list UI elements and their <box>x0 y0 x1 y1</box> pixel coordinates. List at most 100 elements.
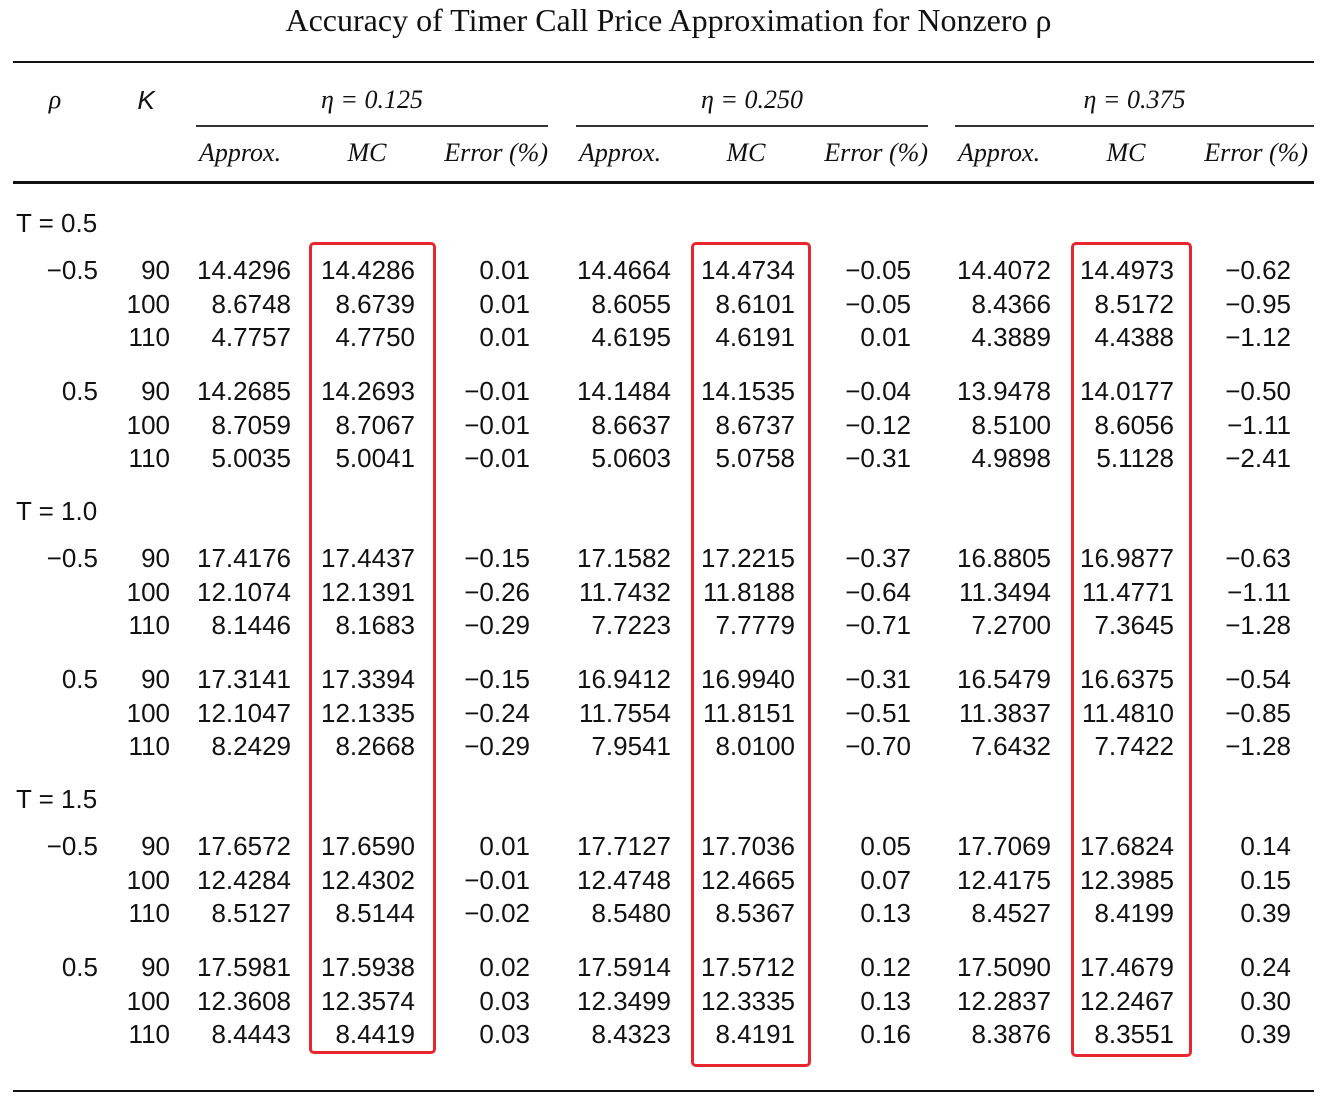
header-approx: Approx. <box>579 138 662 167</box>
header-rule <box>13 181 1314 184</box>
cell-mc: 8.5172 <box>1094 288 1174 319</box>
cell-approx: 4.9898 <box>971 443 1051 473</box>
cell-approx: 5.0603 <box>591 443 671 473</box>
section-label: T = 1.5 <box>16 784 98 814</box>
header-error: Error (%) <box>1204 138 1308 167</box>
strike-k: 110 <box>128 322 170 352</box>
cell-error: −0.29 <box>464 610 530 640</box>
cell-mc: 8.5367 <box>715 898 795 928</box>
cell-approx: 7.9541 <box>591 731 671 761</box>
cell-mc: 17.2215 <box>701 543 795 573</box>
cell-mc: 8.0100 <box>715 731 795 761</box>
cell-error: 0.01 <box>479 288 530 319</box>
cell-approx: 13.9478 <box>957 376 1051 406</box>
cell-error: 0.39 <box>1240 898 1291 928</box>
header-approx: Approx. <box>958 138 1041 167</box>
cell-approx: 7.7223 <box>591 610 671 640</box>
cell-error: −0.63 <box>1225 543 1291 573</box>
strike-k: 110 <box>128 898 170 928</box>
cell-mc: 14.1535 <box>701 376 795 406</box>
cell-mc: 5.1128 <box>1096 443 1174 473</box>
cell-mc: 12.3335 <box>701 985 795 1016</box>
cell-mc: 4.4388 <box>1094 322 1174 352</box>
cell-mc: 7.7779 <box>715 610 795 640</box>
header-approx: Approx. <box>199 138 282 167</box>
cell-mc: 11.4771 <box>1081 576 1174 607</box>
cell-mc: 17.5938 <box>321 952 415 982</box>
cell-error: 0.03 <box>479 1019 530 1049</box>
strike-k: 110 <box>128 731 170 761</box>
cell-approx: 14.1484 <box>577 376 671 406</box>
cell-error: −0.12 <box>845 409 911 440</box>
cell-mc: 8.6101 <box>715 288 795 319</box>
cell-error: 0.02 <box>479 952 530 982</box>
header-mc: MC <box>1106 138 1146 167</box>
cell-approx: 17.5981 <box>197 952 291 982</box>
cell-approx: 4.6195 <box>591 322 671 352</box>
cell-mc: 14.4286 <box>321 255 415 285</box>
cell-mc: 8.3551 <box>1094 1019 1174 1049</box>
group-underline-1 <box>196 125 548 127</box>
cell-error: −0.15 <box>464 543 530 573</box>
cell-approx: 17.6572 <box>197 831 291 861</box>
strike-k: 90 <box>141 952 170 982</box>
cell-approx: 11.7432 <box>578 576 671 607</box>
cell-approx: 7.6432 <box>971 731 1051 761</box>
strike-k: 90 <box>141 831 170 861</box>
rho-value: −0.5 <box>46 543 98 573</box>
cell-mc: 17.6590 <box>321 831 415 861</box>
cell-mc: 17.4437 <box>321 543 415 573</box>
cell-error: −0.01 <box>464 443 530 473</box>
cell-error: −1.11 <box>1227 409 1291 440</box>
cell-error: −1.11 <box>1227 576 1291 607</box>
cell-mc: 11.8188 <box>702 576 795 607</box>
cell-mc: 8.6056 <box>1094 409 1174 440</box>
cell-mc: 12.2467 <box>1080 985 1174 1016</box>
header-error: Error (%) <box>444 138 548 167</box>
cell-approx: 12.2837 <box>957 985 1051 1016</box>
header-group-eta-0125: η = 0.125 <box>321 85 423 114</box>
rho-value: −0.5 <box>46 255 98 285</box>
cell-error: 0.07 <box>860 864 911 895</box>
cell-error: 0.15 <box>1240 864 1291 895</box>
cell-error: 0.13 <box>860 985 911 1016</box>
strike-k: 100 <box>126 576 170 607</box>
cell-approx: 17.1582 <box>577 543 671 573</box>
header-mc: MC <box>726 138 766 167</box>
cell-approx: 12.4748 <box>577 864 671 895</box>
cell-error: −0.51 <box>845 697 911 728</box>
cell-approx: 8.7059 <box>211 409 291 440</box>
cell-error: −0.62 <box>1225 255 1291 285</box>
cell-mc: 16.9877 <box>1080 543 1174 573</box>
cell-approx: 8.6748 <box>211 288 291 319</box>
cell-mc: 8.4191 <box>715 1019 795 1049</box>
cell-error: −0.01 <box>464 409 530 440</box>
cell-mc: 12.1391 <box>321 576 415 607</box>
cell-error: 0.05 <box>860 831 911 861</box>
cell-error: −1.28 <box>1225 610 1291 640</box>
cell-error: −1.12 <box>1225 322 1291 352</box>
cell-mc: 7.7422 <box>1094 731 1174 761</box>
cell-error: −0.54 <box>1225 664 1291 694</box>
cell-mc: 8.5144 <box>335 898 415 928</box>
top-rule <box>13 61 1314 63</box>
cell-error: −0.01 <box>464 864 530 895</box>
cell-approx: 12.1047 <box>197 697 291 728</box>
section-label: T = 0.5 <box>16 208 98 238</box>
cell-approx: 8.4366 <box>971 288 1051 319</box>
cell-error: −0.50 <box>1225 376 1291 406</box>
rho-value: 0.5 <box>61 376 98 406</box>
cell-approx: 5.0035 <box>211 443 291 473</box>
cell-approx: 8.4527 <box>971 898 1051 928</box>
cell-mc: 8.6739 <box>335 288 415 319</box>
cell-error: −0.24 <box>464 697 530 728</box>
cell-error: −0.29 <box>464 731 530 761</box>
cell-error: −0.02 <box>464 898 530 928</box>
cell-mc: 5.0758 <box>715 443 795 473</box>
cell-error: −0.15 <box>464 664 530 694</box>
cell-mc: 17.7036 <box>701 831 795 861</box>
header-group-eta-0375: η = 0.375 <box>1083 85 1186 114</box>
strike-k: 100 <box>126 697 170 728</box>
cell-approx: 16.5479 <box>957 664 1051 694</box>
cell-error: 0.39 <box>1240 1019 1291 1049</box>
